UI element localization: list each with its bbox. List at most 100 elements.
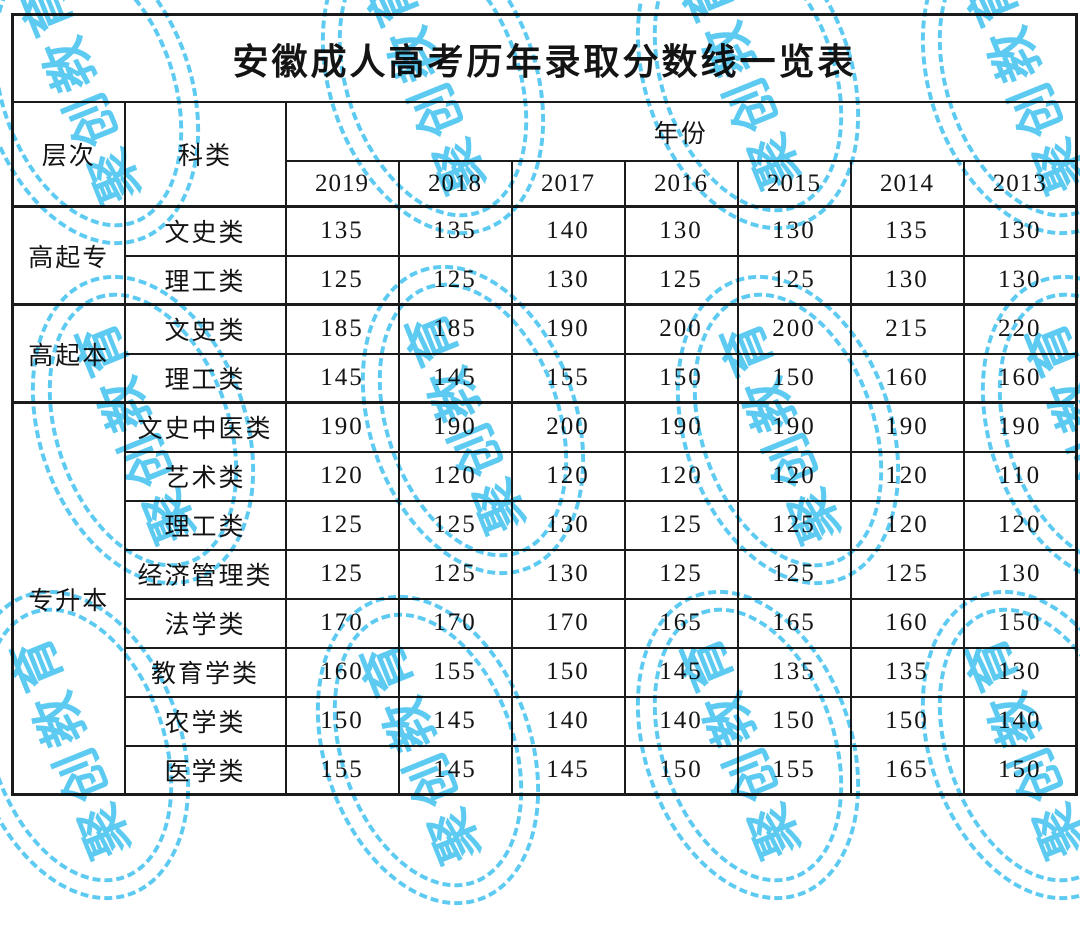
- category-cell: 法学类: [123, 597, 287, 649]
- score-cell: 120: [849, 450, 965, 502]
- score-table-body: 安徽成人高考历年录取分数线一览表 层次 科类 年份 2019 2018 2017…: [11, 13, 1078, 796]
- score-cell: 185: [397, 303, 513, 355]
- score-cell: 155: [284, 744, 400, 796]
- category-cell: 理工类: [123, 352, 287, 404]
- year-header-2016: 2016: [623, 160, 739, 208]
- score-cell: 155: [397, 646, 513, 698]
- title-row: 安徽成人高考历年录取分数线一览表: [11, 13, 1078, 103]
- score-cell: 120: [284, 450, 400, 502]
- score-cell: 170: [397, 597, 513, 649]
- score-cell: 150: [623, 744, 739, 796]
- score-cell: 150: [736, 352, 852, 404]
- category-column-header: 科类: [123, 101, 287, 208]
- score-cell: 190: [962, 401, 1078, 453]
- score-cell: 130: [510, 254, 626, 306]
- score-cell: 120: [623, 450, 739, 502]
- score-cell: 130: [510, 499, 626, 551]
- score-cell: 155: [736, 744, 852, 796]
- score-cell: 200: [623, 303, 739, 355]
- score-cell: 190: [510, 303, 626, 355]
- score-cell: 190: [736, 401, 852, 453]
- score-cell: 120: [736, 450, 852, 502]
- category-cell: 理工类: [123, 254, 287, 306]
- score-cell: 130: [962, 254, 1078, 306]
- score-cell: 145: [397, 744, 513, 796]
- score-cell: 150: [962, 597, 1078, 649]
- score-cell: 150: [736, 695, 852, 747]
- admission-scores-table: 安徽成人高考历年录取分数线一览表 层次 科类 年份 2019 2018 2017…: [11, 13, 1079, 796]
- year-header-2017: 2017: [510, 160, 626, 208]
- score-cell: 170: [510, 597, 626, 649]
- table-row: 理工类 125 125 130 125 125 120 120: [13, 499, 1078, 551]
- category-cell: 理工类: [123, 499, 287, 551]
- table-row: 经济管理类 125 125 130 125 125 125 130: [13, 548, 1078, 600]
- category-cell: 文史类: [123, 205, 287, 257]
- score-cell: 125: [284, 499, 400, 551]
- table-row: 艺术类 120 120 120 120 120 120 110: [13, 450, 1078, 502]
- score-cell: 130: [623, 205, 739, 257]
- score-cell: 110: [962, 450, 1078, 502]
- score-cell: 150: [284, 695, 400, 747]
- score-cell: 135: [736, 646, 852, 698]
- category-cell: 经济管理类: [123, 548, 287, 600]
- score-cell: 145: [397, 695, 513, 747]
- score-cell: 125: [397, 254, 513, 306]
- table-row: 农学类 150 145 140 140 150 150 140: [13, 695, 1078, 747]
- category-cell: 文史中医类: [123, 401, 287, 453]
- score-cell: 120: [397, 450, 513, 502]
- score-cell: 150: [849, 695, 965, 747]
- score-cell: 130: [736, 205, 852, 257]
- score-cell: 215: [849, 303, 965, 355]
- level-cell: 高起专: [11, 205, 126, 306]
- score-cell: 190: [849, 401, 965, 453]
- score-cell: 185: [284, 303, 400, 355]
- score-cell: 135: [849, 205, 965, 257]
- score-cell: 190: [623, 401, 739, 453]
- score-cell: 120: [510, 450, 626, 502]
- table-row: 法学类 170 170 170 165 165 160 150: [13, 597, 1078, 649]
- score-cell: 190: [397, 401, 513, 453]
- score-cell: 145: [623, 646, 739, 698]
- table-row: 医学类 155 145 145 150 155 165 150: [13, 744, 1078, 796]
- score-cell: 140: [623, 695, 739, 747]
- table-row: 教育学类 160 155 150 145 135 135 130: [13, 646, 1078, 698]
- score-cell: 130: [510, 548, 626, 600]
- score-cell: 125: [623, 254, 739, 306]
- score-cell: 145: [510, 744, 626, 796]
- score-cell: 190: [284, 401, 400, 453]
- score-cell: 145: [284, 352, 400, 404]
- score-cell: 120: [849, 499, 965, 551]
- score-cell: 150: [510, 646, 626, 698]
- year-group-header: 年份: [284, 101, 1078, 162]
- score-cell: 120: [962, 499, 1078, 551]
- category-cell: 医学类: [123, 744, 287, 796]
- category-cell: 艺术类: [123, 450, 287, 502]
- score-cell: 135: [397, 205, 513, 257]
- table-row: 高起专 文史类 135 135 140 130 130 135 130: [11, 205, 1078, 306]
- level-cell: 专升本: [11, 401, 126, 796]
- score-cell: 125: [623, 499, 739, 551]
- score-cell: 135: [284, 205, 400, 257]
- score-cell: 130: [962, 646, 1078, 698]
- score-cell: 150: [962, 744, 1078, 796]
- score-cell: 130: [962, 548, 1078, 600]
- level-cell: 高起本: [11, 303, 126, 404]
- score-cell: 165: [849, 744, 965, 796]
- score-cell: 140: [510, 205, 626, 257]
- table-title: 安徽成人高考历年录取分数线一览表: [11, 13, 1078, 103]
- score-cell: 160: [849, 352, 965, 404]
- score-cell: 125: [736, 548, 852, 600]
- category-cell: 文史类: [123, 303, 287, 355]
- score-cell: 220: [962, 303, 1078, 355]
- score-cell: 170: [284, 597, 400, 649]
- score-cell: 125: [397, 548, 513, 600]
- table-row: 高起本 文史类 185 185 190 200 200 215 220: [11, 303, 1078, 404]
- score-cell: 125: [736, 254, 852, 306]
- score-cell: 200: [510, 401, 626, 453]
- score-cell: 125: [397, 499, 513, 551]
- score-cell: 125: [284, 254, 400, 306]
- table-row: 理工类 145 145 155 150 150 160 160: [13, 352, 1078, 404]
- year-header-2013: 2013: [962, 160, 1078, 208]
- table-row: 专升本 文史中医类 190 190 200 190 190 190 190: [11, 401, 1078, 796]
